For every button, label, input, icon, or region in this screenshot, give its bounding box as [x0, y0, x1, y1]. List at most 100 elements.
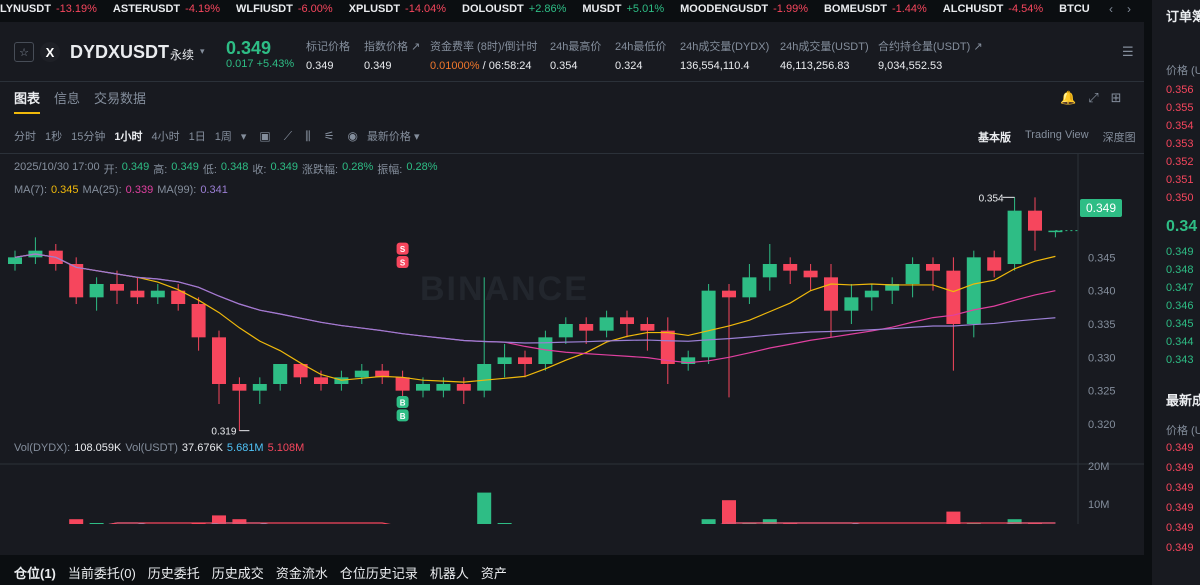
chevron-right-icon[interactable]: ›	[1127, 2, 1131, 16]
tab-info[interactable]: 信息	[54, 91, 81, 106]
bid-price[interactable]: 0.346	[1166, 300, 1194, 312]
candle-body[interactable]	[987, 257, 1002, 271]
candle-type-icon[interactable]: ⫼	[305, 128, 311, 143]
candle-body[interactable]	[722, 290, 736, 298]
candle-body[interactable]	[701, 290, 716, 358]
buy-signal-badge[interactable]	[396, 409, 409, 422]
interval-1h[interactable]: 1小时	[114, 131, 143, 143]
trade-price[interactable]: 0.349	[1166, 482, 1194, 494]
candle-body[interactable]	[905, 264, 920, 284]
price-type-select[interactable]: 最新价格 ▾	[366, 131, 420, 143]
stat-index-price[interactable]: 指数价格 ↗ 0.349	[364, 38, 420, 72]
candle-body[interactable]	[8, 257, 22, 264]
candle-body[interactable]	[69, 264, 84, 298]
ticker-item[interactable]: MOODENGUSDT -1.99%	[680, 3, 808, 15]
symbol-name[interactable]: DYDXUSDT	[70, 42, 170, 62]
ask-price[interactable]: 0.353	[1166, 138, 1194, 150]
settings-icon[interactable]: ⚟	[323, 129, 335, 143]
bid-price[interactable]: 0.348	[1166, 264, 1194, 276]
candle-body[interactable]	[885, 284, 900, 291]
candle-body[interactable]	[395, 377, 410, 391]
chevron-down-icon[interactable]: ▾	[200, 46, 205, 56]
tab-open-orders[interactable]: 当前委托(0)	[67, 565, 136, 581]
tab-chart[interactable]: 图表	[14, 88, 41, 114]
interval-1w[interactable]: 1周	[214, 131, 232, 143]
ticker-item[interactable]: DOLOUSDT +2.86%	[462, 3, 566, 15]
tab-transaction-history[interactable]: 资金流水	[275, 565, 328, 581]
ask-price[interactable]: 0.354	[1166, 120, 1194, 132]
candle-body[interactable]	[742, 277, 757, 298]
candle-body[interactable]	[293, 364, 308, 378]
ask-price[interactable]: 0.350	[1166, 192, 1194, 204]
calendar-icon[interactable]: ▣	[259, 129, 271, 143]
candle-body[interactable]	[783, 264, 798, 271]
bid-price[interactable]: 0.349	[1166, 246, 1194, 258]
candle-body[interactable]	[864, 290, 879, 298]
tab-order-history[interactable]: 历史委托	[147, 565, 200, 581]
candle-body[interactable]	[314, 377, 328, 384]
chevron-left-icon[interactable]: ‹	[1109, 2, 1113, 16]
candle-body[interactable]	[110, 284, 124, 291]
candle-body[interactable]	[1007, 210, 1022, 264]
candle-body[interactable]	[946, 270, 961, 324]
ticker-item[interactable]: MUSDT +5.01%	[582, 3, 664, 15]
interval-time[interactable]: 分时	[14, 131, 36, 143]
candle-body[interactable]	[579, 324, 594, 331]
trade-price[interactable]: 0.349	[1166, 462, 1194, 474]
candlestick-chart[interactable]: 0.3450.3400.3350.3300.3250.32020M10M20:0…	[0, 154, 1150, 567]
candle-body[interactable]	[171, 290, 186, 304]
tab-assets[interactable]: 资产	[480, 565, 507, 581]
ask-price[interactable]: 0.355	[1166, 102, 1194, 114]
candle-body[interactable]	[762, 264, 777, 278]
tab-positions[interactable]: 仓位(1)	[14, 565, 56, 581]
candle-body[interactable]	[456, 384, 471, 391]
candle-body[interactable]	[966, 257, 981, 324]
favorite-star-icon[interactable]: ☆	[14, 42, 34, 62]
candle-body[interactable]	[477, 364, 492, 391]
candle-body[interactable]	[1048, 230, 1063, 233]
buy-signal-badge[interactable]	[396, 396, 409, 408]
trade-price[interactable]: 0.349	[1166, 502, 1194, 514]
sell-signal-badge[interactable]	[396, 256, 409, 268]
bid-price[interactable]: 0.347	[1166, 282, 1194, 294]
trade-price[interactable]: 0.349	[1166, 442, 1194, 454]
sell-signal-badge[interactable]	[396, 242, 409, 255]
view-depth[interactable]: 深度图	[1102, 132, 1136, 144]
volume-bar[interactable]	[946, 511, 961, 542]
trade-price[interactable]: 0.349	[1166, 542, 1194, 554]
stat-open-interest[interactable]: 合约持仓量(USDT) ↗ 9,034,552.53	[878, 38, 983, 72]
candle-body[interactable]	[824, 277, 838, 311]
bid-price[interactable]: 0.345	[1166, 318, 1194, 330]
candle-body[interactable]	[150, 290, 165, 298]
view-basic[interactable]: 基本版	[978, 132, 1011, 144]
bell-icon[interactable]: 🔔	[1060, 90, 1077, 105]
candle-body[interactable]	[89, 284, 104, 298]
ask-price[interactable]: 0.356	[1166, 84, 1194, 96]
tab-bots[interactable]: 机器人	[429, 565, 469, 581]
interval-more-chevron-icon[interactable]: ▾	[240, 130, 247, 143]
volume-bar[interactable]	[477, 492, 492, 542]
candle-body[interactable]	[191, 304, 206, 338]
candle-body[interactable]	[354, 370, 369, 378]
volume-bar[interactable]	[701, 519, 716, 542]
volume-bar[interactable]	[69, 519, 84, 542]
interval-1d[interactable]: 1日	[188, 131, 206, 143]
candle-body[interactable]	[599, 317, 614, 331]
candle-body[interactable]	[1028, 210, 1042, 231]
candle-body[interactable]	[436, 384, 451, 391]
ticker-item[interactable]: ALCHUSDT -4.54%	[943, 3, 1043, 15]
candle-body[interactable]	[273, 364, 288, 384]
volume-bar[interactable]	[89, 523, 104, 542]
candle-body[interactable]	[212, 337, 226, 384]
candle-body[interactable]	[803, 270, 818, 278]
chart-area[interactable]: 0.3450.3400.3350.3300.3250.32020M10M20:0…	[0, 153, 1150, 567]
candle-body[interactable]	[640, 324, 655, 331]
indicator-icon[interactable]: ⟋	[283, 128, 293, 143]
tab-trading-data[interactable]: 交易数据	[94, 91, 147, 106]
tab-trade-history[interactable]: 历史成交	[211, 565, 264, 581]
menu-icon[interactable]: ☰	[1122, 44, 1134, 59]
bid-price[interactable]: 0.343	[1166, 354, 1194, 366]
ticker-item[interactable]: ASTERUSDT -4.19%	[113, 3, 220, 15]
ticker-item[interactable]: XPLUSDT -14.04%	[349, 3, 446, 15]
interval-15m[interactable]: 15分钟	[71, 131, 106, 143]
